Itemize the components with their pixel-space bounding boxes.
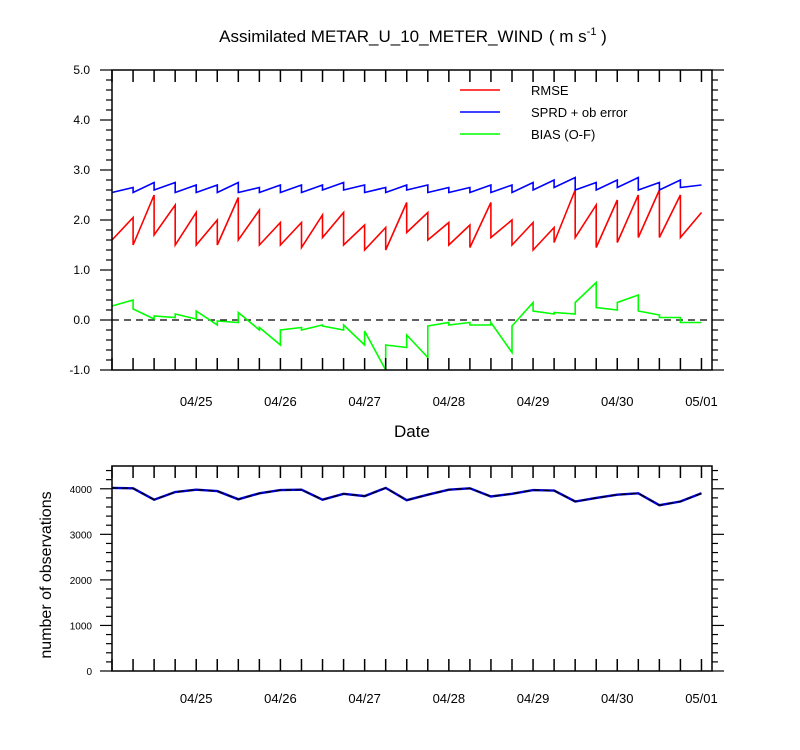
y-tick-label: 0.0 [73, 313, 90, 327]
bottom-y-axis-label: number of observations [38, 491, 55, 658]
y-tick-label: 4.0 [73, 113, 90, 127]
y-tick-label: 2.0 [73, 213, 90, 227]
top-y-tick-labels: -1.0 0.0 1.0 2.0 3.0 4.0 5.0 [69, 63, 90, 377]
x-tick-label: 04/29 [517, 691, 550, 706]
x-tick-label: 04/27 [348, 691, 381, 706]
top-x-tick-labels: 04/25 04/26 04/27 04/28 04/29 04/30 05/01 [180, 394, 718, 409]
top-plot: -1.00.01.02.03.04.05.0 04/25 04/26 04/27 04… [69, 63, 724, 409]
y-tick-label: 1.0 [73, 263, 90, 277]
x-axis-label: Date [394, 422, 430, 441]
observation-count-line-overlay [111, 487, 702, 506]
series-line-rmse [111, 189, 703, 253]
y-tick-label: 3.0 [73, 163, 90, 177]
bottom-plot-frame [111, 465, 713, 672]
legend-label-rmse: RMSE [531, 83, 569, 98]
y-tick-label: 1000 [70, 621, 93, 632]
x-tick-label: 05/01 [685, 394, 718, 409]
y-tick-label: 4000 [70, 485, 93, 496]
x-tick-label: 04/26 [264, 691, 297, 706]
x-tick-label: 04/25 [180, 691, 213, 706]
y-tick-label: -1.0 [69, 363, 90, 377]
x-tick-label: 04/28 [433, 691, 466, 706]
series-line-sprd [111, 176, 702, 194]
chart-title-units: ( m s [549, 27, 587, 46]
x-tick-label: 04/25 [180, 394, 213, 409]
bottom-y-tick-labels: 0 1000 2000 3000 4000 [70, 485, 93, 678]
x-tick-label: 04/29 [517, 394, 550, 409]
series-line-bias [111, 280, 702, 371]
chart-title-units-sup: -1 [587, 26, 597, 38]
chart-title: Assimilated METAR_U_10_METER_WIND ( m s-1… [219, 26, 607, 46]
x-tick-label: 05/01 [685, 691, 718, 706]
x-tick-label: 04/28 [433, 394, 466, 409]
y-tick-label: 0 [86, 667, 92, 678]
x-tick-label: 04/30 [601, 394, 634, 409]
x-tick-label: 04/30 [601, 691, 634, 706]
top-axis-ticks [100, 69, 724, 371]
top-series-group [111, 176, 703, 371]
x-tick-label: 04/26 [264, 394, 297, 409]
y-tick-label: 5.0 [73, 63, 90, 77]
legend-label-bias: BIAS (O-F) [531, 127, 595, 142]
chart-title-units-end: ) [596, 27, 606, 46]
y-tick-label: 3000 [70, 530, 93, 541]
y-tick-label: 2000 [70, 576, 93, 587]
chart-title-main: Assimilated METAR_U_10_METER_WIND [219, 27, 543, 46]
legend: RMSE SPRD + ob error BIAS (O-F) [460, 83, 628, 142]
x-tick-label: 04/27 [348, 394, 381, 409]
bottom-axis-ticks [100, 466, 724, 672]
legend-label-sprd: SPRD + ob error [531, 105, 628, 120]
bottom-x-tick-labels: 04/25 04/26 04/27 04/28 04/29 04/30 05/01 [180, 691, 718, 706]
bottom-series-group [111, 486, 702, 507]
